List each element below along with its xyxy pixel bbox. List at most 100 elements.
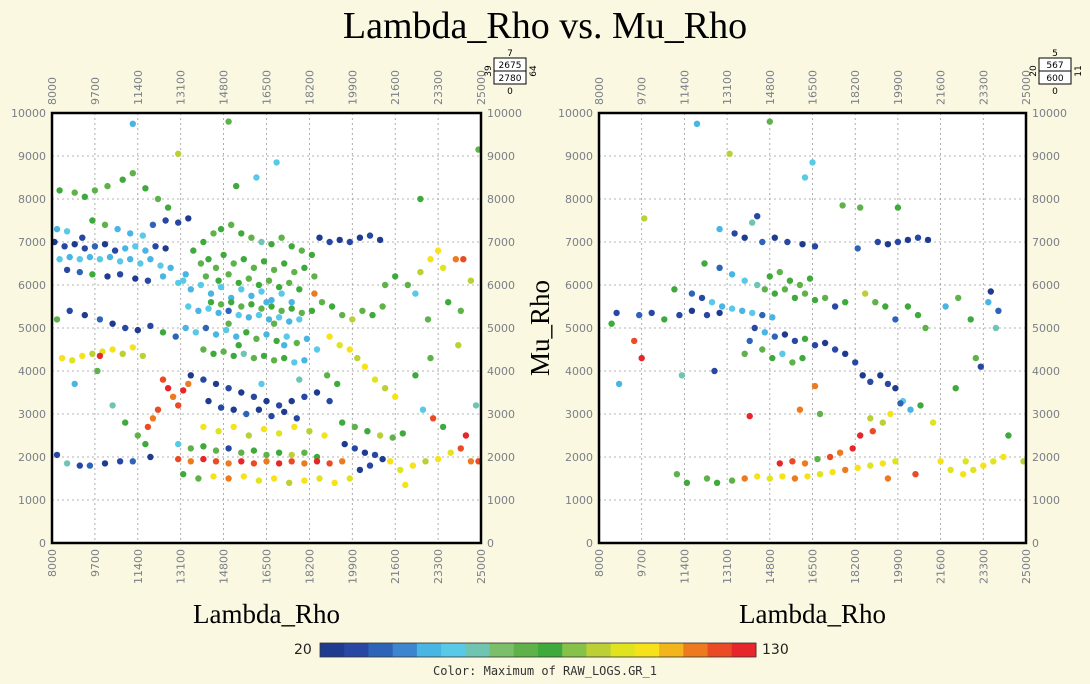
left-data-point xyxy=(288,451,295,459)
right-data-point xyxy=(789,458,796,465)
right-data-point xyxy=(884,241,892,248)
right-data-point xyxy=(897,400,904,407)
left-data-point xyxy=(200,423,207,431)
right-data-point xyxy=(776,268,783,276)
left-y-tick-label-left: 1000 xyxy=(18,494,46,507)
right-data-point xyxy=(867,415,874,422)
left-data-point xyxy=(122,324,129,332)
left-data-point xyxy=(472,402,480,409)
left-data-point xyxy=(286,279,293,287)
left-data-point xyxy=(467,458,475,465)
right-x-tick-label-bottom: 25000 xyxy=(1020,549,1033,584)
left-data-point xyxy=(129,120,136,128)
left-x-tick-label-top: 14800 xyxy=(218,70,231,105)
right-data-point xyxy=(922,324,929,332)
left-data-point xyxy=(200,238,207,246)
right-data-point xyxy=(693,120,701,128)
right-data-point xyxy=(791,294,799,302)
left-data-point xyxy=(228,221,235,228)
right-data-point xyxy=(608,320,615,327)
right-data-point xyxy=(947,466,954,474)
right-data-point xyxy=(894,238,902,246)
left-data-point xyxy=(260,352,268,360)
left-data-point xyxy=(313,389,321,396)
left-data-point xyxy=(167,264,174,271)
left-data-point xyxy=(202,324,210,332)
left-data-point xyxy=(91,187,99,194)
left-data-point xyxy=(202,273,210,280)
right-data-point xyxy=(688,307,696,314)
left-data-point xyxy=(243,329,250,336)
right-data-point xyxy=(811,342,819,349)
right-data-point xyxy=(759,346,766,353)
right-data-point xyxy=(728,477,736,484)
right-data-point xyxy=(867,462,874,469)
left-data-point xyxy=(200,455,207,463)
left-data-point xyxy=(205,397,212,405)
left-x-tick-label-top: 11400 xyxy=(132,70,145,105)
left-data-point xyxy=(185,380,192,388)
left-data-point xyxy=(175,440,182,448)
right-data-point xyxy=(771,234,778,241)
right-y-tick-label-left: 3000 xyxy=(565,408,593,421)
left-data-point xyxy=(217,225,225,233)
left-data-point xyxy=(81,193,89,200)
left-data-point xyxy=(142,185,149,192)
left-data-point xyxy=(142,247,149,254)
left-data-point xyxy=(301,460,308,467)
colorbar-segment xyxy=(513,643,539,657)
right-data-point xyxy=(854,464,861,471)
colorbar-segment xyxy=(707,643,733,657)
right-x-tick-label-top: 8000 xyxy=(593,77,606,105)
left-data-point xyxy=(270,320,278,327)
left-data-point xyxy=(111,247,119,254)
left-data-point xyxy=(346,475,353,482)
left-data-point xyxy=(139,352,146,360)
left-data-point xyxy=(147,322,154,330)
right-data-point xyxy=(894,204,902,211)
right-data-point xyxy=(741,234,748,241)
left-data-point xyxy=(273,159,280,166)
left-data-point xyxy=(250,447,258,454)
right-y-tick-label-right: 8000 xyxy=(1032,193,1060,206)
right-data-point xyxy=(912,471,919,478)
left-data-point xyxy=(326,397,333,405)
left-x-tick-label-bottom: 19900 xyxy=(346,549,359,584)
left-x-tick-label-top: 8000 xyxy=(46,77,59,105)
right-data-point xyxy=(879,460,886,467)
colorbar-segment xyxy=(441,643,466,657)
right-data-point xyxy=(698,294,706,302)
right-x-tick-label-bottom: 11400 xyxy=(678,549,691,584)
left-data-point xyxy=(369,311,376,319)
right-y-tick-label-left: 0 xyxy=(586,537,593,550)
right-data-point xyxy=(942,303,949,310)
left-data-point xyxy=(76,256,84,263)
left-data-point xyxy=(253,174,260,181)
left-data-point xyxy=(452,256,459,263)
right-data-point xyxy=(857,432,864,439)
left-data-point xyxy=(455,342,462,349)
right-data-point xyxy=(970,466,977,474)
colorbar-max-label: 130 xyxy=(762,642,789,658)
left-data-point xyxy=(434,455,442,463)
right-y-tick-label-left: 2000 xyxy=(565,451,593,464)
left-data-point xyxy=(263,458,270,465)
right-data-point xyxy=(937,458,944,465)
colorbar-segment xyxy=(634,643,660,657)
right-data-point xyxy=(726,150,733,157)
left-data-point xyxy=(288,305,295,312)
right-data-point xyxy=(849,445,856,452)
left-y-tick-label-right: 8000 xyxy=(487,193,515,206)
left-data-point xyxy=(134,326,141,334)
right-data-point xyxy=(962,458,969,465)
right-x-tick-label-bottom: 14800 xyxy=(764,549,777,584)
left-data-point xyxy=(417,195,424,203)
right-x-tick-label-bottom: 16500 xyxy=(807,549,820,584)
left-data-point xyxy=(210,350,217,357)
left-data-point xyxy=(402,481,409,489)
right-x-tick-label-bottom: 19900 xyxy=(892,549,905,584)
left-data-point xyxy=(215,277,222,284)
left-data-point xyxy=(142,440,149,448)
left-data-point xyxy=(389,434,396,441)
